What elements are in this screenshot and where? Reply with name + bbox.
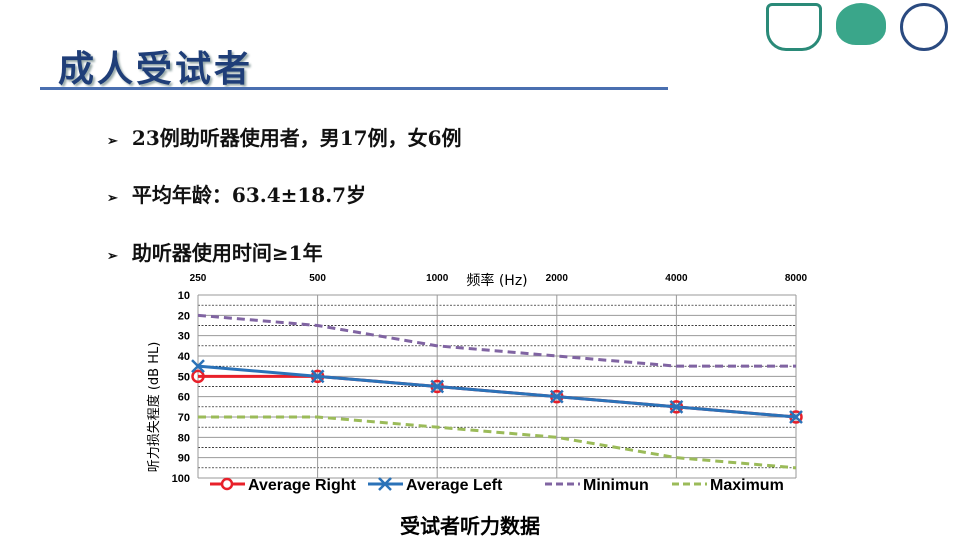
arrow-right-icon: ➢	[107, 134, 118, 149]
arrow-right-icon: ➢	[107, 191, 118, 206]
x-axis-label: 频率 (Hz)	[466, 272, 527, 289]
bullet-item: ➢ 助听器使用时间≥1年	[107, 237, 323, 266]
y-tick-label: 30	[178, 331, 190, 343]
y-tick-label: 90	[178, 453, 190, 465]
y-tick-label: 70	[178, 412, 190, 424]
data-point	[430, 379, 445, 394]
anniversary-logo	[900, 3, 948, 51]
x-tick-label: 4000	[665, 273, 688, 284]
y-tick-label: 20	[178, 310, 190, 322]
bullet-text: 23例助听器使用者，男17例，女6例	[131, 126, 462, 150]
x-tick-label: 500	[309, 273, 326, 284]
series-line-minimun	[197, 313, 796, 368]
data-point	[310, 369, 325, 384]
data-point	[669, 399, 684, 414]
arrow-right-icon: ➢	[107, 249, 118, 264]
bullet-item: ➢ 23例助听器使用者，男17例，女6例	[107, 122, 462, 151]
x-tick-label: 8000	[785, 273, 808, 284]
data-point	[549, 389, 564, 404]
slide-title: 成人受试者	[58, 48, 254, 90]
data-point	[191, 369, 205, 384]
y-tick-label: 80	[178, 432, 190, 444]
y-axis-label: 听力损失程度 (dB HL)	[146, 342, 162, 473]
x-tick-label: 2000	[546, 273, 569, 284]
orl-hn-logo	[836, 3, 886, 45]
data-point	[789, 410, 803, 424]
series-line-maximum	[198, 415, 797, 470]
legend-label: Average Left	[406, 477, 503, 494]
x-tick-label: 250	[190, 273, 207, 284]
bullet-item: ➢ 平均年龄：63.4±18.7岁	[107, 179, 366, 208]
y-tick-label: 50	[178, 371, 190, 383]
series-line-average-left	[197, 364, 797, 419]
y-tick-label: 10	[178, 290, 190, 302]
y-tick-label: 100	[172, 473, 190, 485]
title-divider	[40, 87, 668, 90]
chart-caption: 受试者听力数据	[400, 514, 540, 538]
y-tick-label: 40	[178, 351, 190, 363]
bullet-text: 助听器使用时间≥1年	[131, 241, 323, 265]
legend-label: Maximum	[710, 477, 784, 494]
bullet-text: 平均年龄：63.4±18.7岁	[131, 183, 367, 207]
x-tick-label: 1000	[426, 273, 449, 284]
legend-label: Average Right	[248, 477, 357, 494]
legend-label: Minimun	[583, 477, 649, 494]
tongren-logo	[766, 3, 822, 51]
legend-marker	[378, 477, 392, 491]
data-point	[191, 359, 205, 374]
y-tick-label: 60	[178, 392, 190, 404]
legend-marker	[220, 477, 234, 491]
logos	[766, 3, 948, 51]
